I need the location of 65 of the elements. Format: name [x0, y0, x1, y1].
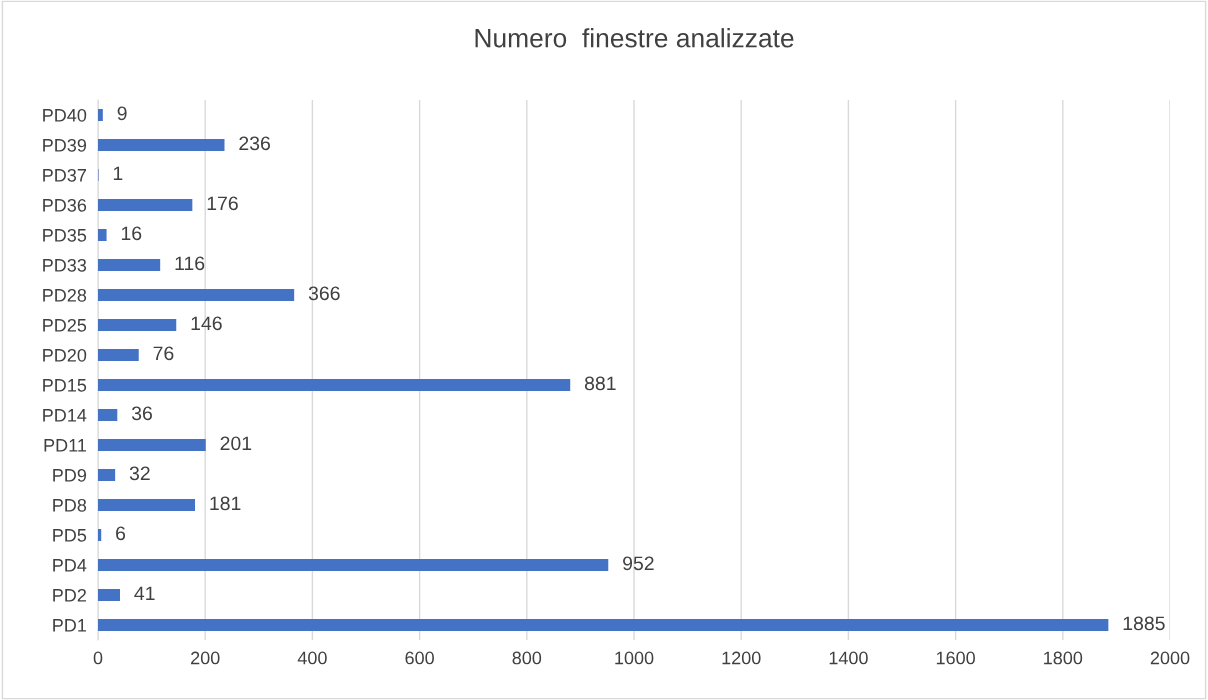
x-tick-label: 600: [405, 651, 434, 665]
chart-title: Numero finestre analizzate: [475, 28, 794, 48]
bar: [98, 529, 102, 541]
data-label: 146: [191, 316, 222, 331]
x-tick-label: 1000: [615, 651, 654, 665]
data-label: 181: [210, 496, 241, 511]
data-label: 881: [584, 376, 616, 391]
y-tick-label: PD37: [43, 168, 86, 182]
data-label: 201: [220, 436, 252, 451]
bar: [98, 619, 1109, 631]
y-tick-label: PD28: [43, 288, 87, 302]
x-tick-label: 1600: [936, 651, 975, 665]
data-label: 76: [153, 346, 174, 361]
data-label: 6: [116, 526, 126, 541]
bar: [98, 559, 609, 571]
bar: [98, 319, 177, 331]
y-tick-label: PD14: [43, 409, 87, 422]
bar: [98, 589, 120, 601]
data-label: 366: [308, 286, 340, 301]
x-tick-label: 1800: [1044, 651, 1083, 665]
y-tick-label: PD2: [53, 588, 86, 602]
y-tick-label: PD36: [43, 198, 87, 212]
x-tick-label: 800: [512, 651, 542, 665]
bar: [98, 109, 103, 121]
bar: [98, 199, 193, 211]
x-tick-label: 1400: [829, 651, 868, 665]
y-tick-label: PD40: [43, 108, 87, 122]
y-tick-label: PD15: [43, 379, 87, 392]
bar: [98, 439, 206, 451]
y-tick-label: PD5: [53, 529, 87, 542]
data-label: 1885: [1123, 616, 1165, 631]
y-tick-label: PD25: [43, 318, 87, 332]
bar: [98, 289, 295, 301]
data-label: 32: [129, 466, 150, 481]
data-label: 16: [121, 226, 142, 241]
y-tick-label: PD33: [43, 258, 87, 272]
data-label: 236: [239, 136, 270, 151]
data-label: 116: [175, 256, 205, 271]
bar: [98, 409, 118, 421]
y-tick-label: PD1: [53, 619, 87, 632]
y-tick-label: PD39: [43, 138, 87, 152]
y-tick-label: PD11: [44, 439, 87, 452]
data-label: 1: [113, 166, 123, 181]
bar: [98, 349, 139, 361]
bar: [98, 469, 116, 481]
y-tick-label: PD9: [53, 468, 87, 482]
y-tick-label: PD8: [53, 498, 87, 512]
y-tick-label: PD4: [53, 559, 87, 572]
x-tick-label: 200: [191, 651, 220, 665]
data-label: 9: [117, 106, 127, 121]
bar: [98, 499, 196, 511]
bar: [98, 259, 161, 271]
bar: [98, 139, 225, 151]
bar: [98, 379, 571, 391]
data-label: 41: [134, 586, 155, 601]
x-tick-label: 400: [297, 651, 327, 665]
y-tick-label: PD35: [43, 228, 87, 242]
data-label: 176: [207, 196, 238, 211]
x-tick-label: 0: [93, 651, 103, 665]
bar: [98, 229, 107, 241]
y-tick-label: PD20: [43, 348, 87, 362]
x-tick-label: 2000: [1150, 651, 1190, 665]
data-label: 952: [623, 556, 654, 571]
x-tick-label: 1200: [722, 651, 761, 665]
data-label: 36: [131, 406, 152, 421]
